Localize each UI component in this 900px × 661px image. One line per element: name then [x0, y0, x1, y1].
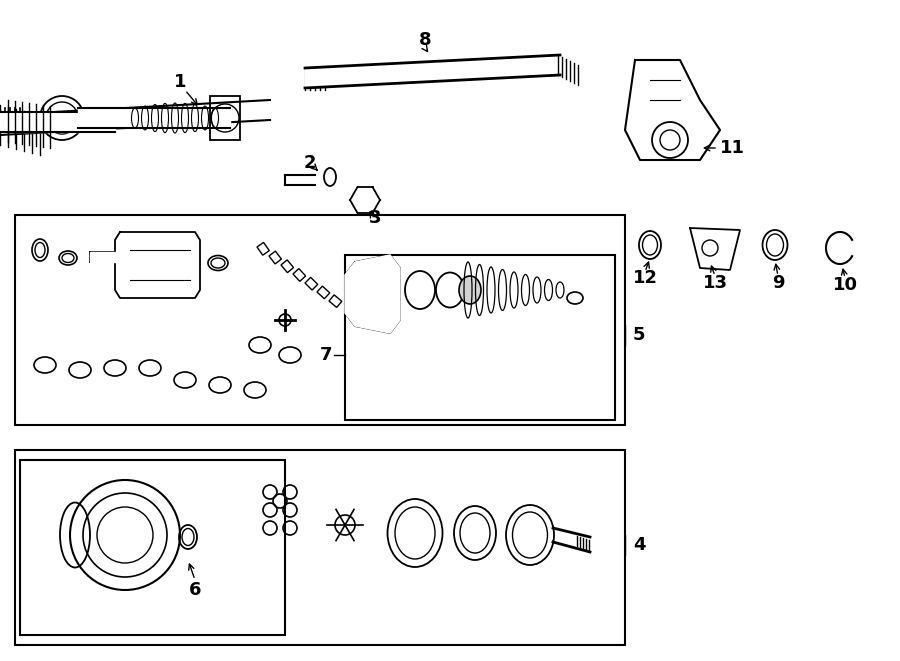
Text: 2: 2: [304, 154, 316, 172]
Text: 7: 7: [320, 346, 332, 364]
Text: 11: 11: [720, 139, 745, 157]
Ellipse shape: [459, 276, 481, 304]
Text: 4: 4: [633, 536, 645, 554]
Bar: [329, 295, 342, 307]
Bar: [15, 450, 625, 645]
Polygon shape: [78, 108, 230, 128]
Text: 8: 8: [418, 31, 431, 49]
Bar: [305, 278, 318, 290]
Polygon shape: [305, 55, 570, 88]
Text: 13: 13: [703, 274, 727, 292]
Bar: [293, 268, 306, 282]
Bar: [257, 243, 269, 255]
Bar: [281, 260, 293, 272]
Text: 3: 3: [369, 209, 382, 227]
Text: 12: 12: [633, 269, 658, 287]
Circle shape: [335, 515, 355, 535]
Text: 10: 10: [832, 276, 858, 294]
Polygon shape: [90, 252, 120, 262]
Bar: [269, 251, 282, 264]
Bar: [15, 215, 625, 425]
Text: 9: 9: [772, 274, 784, 292]
Polygon shape: [115, 232, 200, 298]
Bar: [345, 255, 615, 420]
Text: 5: 5: [633, 326, 645, 344]
Bar: [210, 96, 240, 140]
Polygon shape: [345, 255, 400, 333]
Text: 6: 6: [189, 581, 202, 599]
Circle shape: [279, 314, 291, 326]
Text: 1: 1: [174, 73, 186, 91]
Bar: [20, 460, 285, 635]
Bar: [317, 286, 329, 299]
